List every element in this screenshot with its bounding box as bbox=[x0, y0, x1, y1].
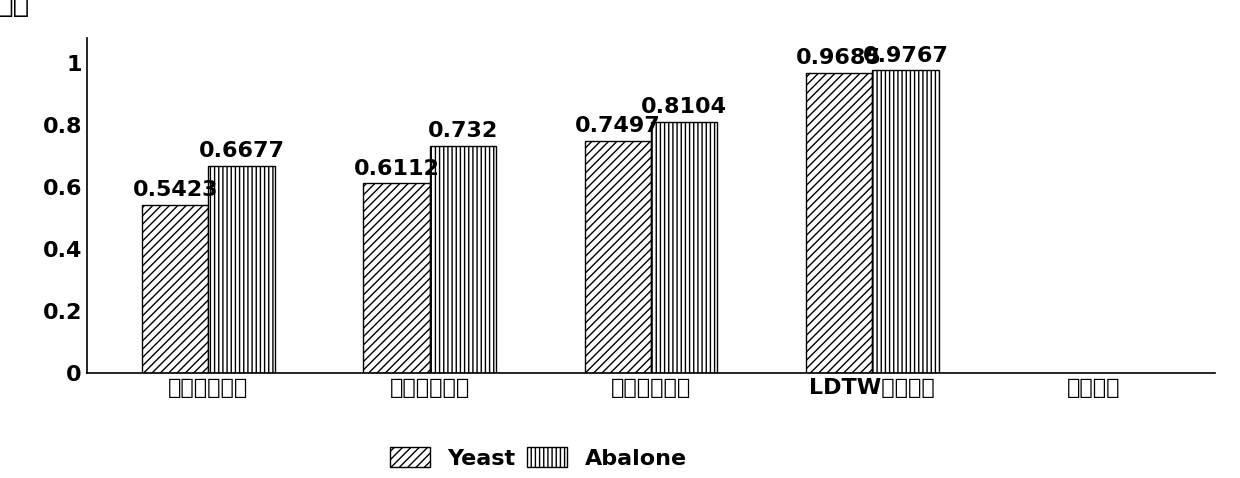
Bar bbox=[363, 184, 430, 373]
Text: 纯度: 纯度 bbox=[0, 0, 30, 18]
Bar bbox=[208, 166, 275, 373]
Text: 0.9767: 0.9767 bbox=[863, 45, 949, 65]
Bar bbox=[651, 122, 718, 373]
Text: 0.5423: 0.5423 bbox=[133, 180, 218, 200]
Bar bbox=[872, 70, 939, 373]
Bar bbox=[143, 205, 208, 373]
Bar bbox=[584, 141, 651, 373]
Text: 0.7497: 0.7497 bbox=[575, 116, 661, 136]
Text: 0.6677: 0.6677 bbox=[198, 141, 285, 162]
Text: 0.9685: 0.9685 bbox=[796, 48, 882, 68]
Bar bbox=[806, 73, 872, 373]
Bar bbox=[430, 146, 496, 373]
Text: 0.8104: 0.8104 bbox=[641, 97, 727, 117]
Text: 0.6112: 0.6112 bbox=[353, 159, 439, 179]
Text: 0.732: 0.732 bbox=[428, 121, 498, 141]
Legend: Yeast, Abalone: Yeast, Abalone bbox=[389, 447, 687, 469]
